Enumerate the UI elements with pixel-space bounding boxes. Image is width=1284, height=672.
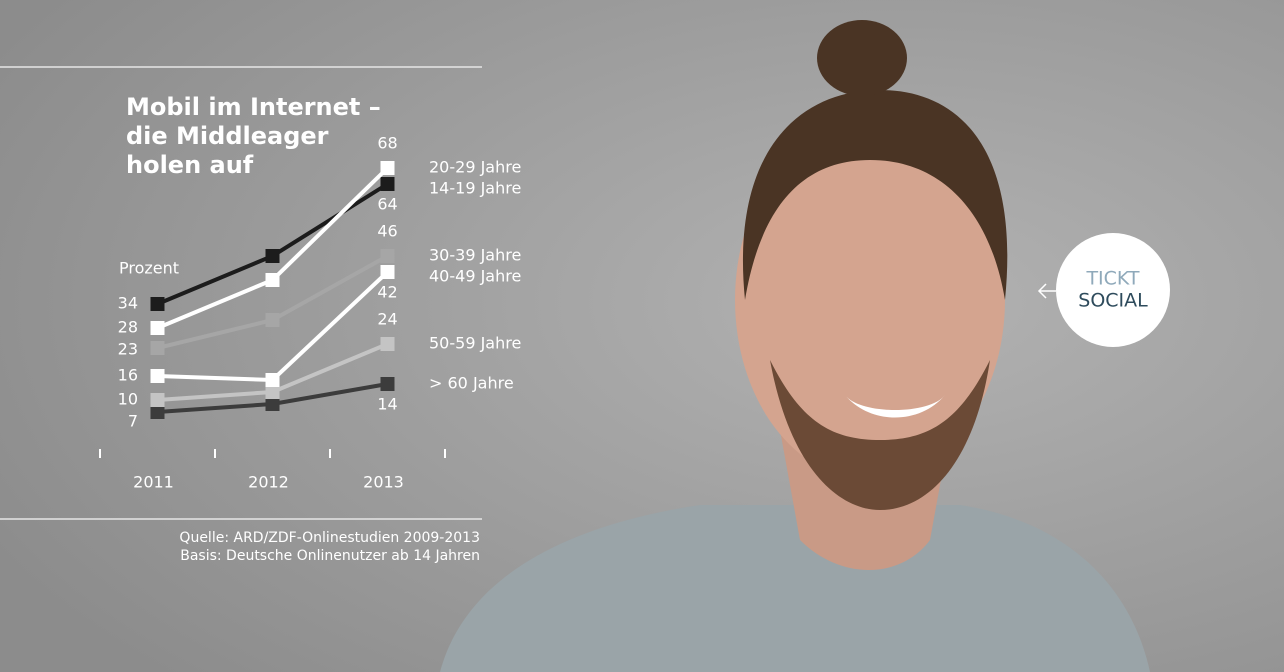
value-label: 23	[118, 340, 138, 359]
point-marker	[380, 249, 395, 263]
title-line: holen auf	[126, 151, 254, 179]
point-marker	[265, 385, 280, 399]
chart-title: Mobil im Internet – die Middleager holen…	[126, 93, 381, 179]
value-label: 42	[377, 283, 397, 302]
point-marker	[380, 161, 395, 175]
value-label: 64	[377, 195, 397, 214]
x-tick-label: 2011	[133, 473, 174, 492]
badge-text: SOCIAL	[1078, 290, 1148, 312]
legend-label: 30-39 Jahre	[429, 246, 521, 265]
badge: TICKT SOCIAL	[1037, 233, 1170, 347]
legend-label: > 60 Jahre	[429, 374, 514, 393]
value-label: 14	[377, 395, 397, 414]
source-note: Basis: Deutsche Onlinenutzer ab 14 Jahre…	[180, 548, 480, 564]
legend-label: 20-29 Jahre	[429, 158, 521, 177]
value-label: 28	[118, 318, 138, 337]
x-tick-label: 2012	[248, 473, 289, 492]
legend-label: 40-49 Jahre	[429, 267, 521, 286]
y-axis-label: Prozent	[119, 259, 179, 278]
value-label: 7	[128, 412, 138, 431]
legend-label: 14-19 Jahre	[429, 179, 521, 198]
point-marker	[380, 265, 395, 279]
point-marker	[265, 397, 280, 411]
point-marker	[150, 369, 165, 383]
point-marker	[265, 249, 280, 263]
badge-arrow	[1037, 283, 1047, 299]
point-marker	[265, 313, 280, 327]
value-label: 68	[377, 134, 397, 153]
point-marker	[380, 377, 395, 391]
photo-person	[440, 20, 1150, 672]
point-marker	[150, 405, 165, 419]
value-label: 34	[118, 294, 138, 313]
badge-circle	[1056, 233, 1170, 347]
badge-text: TICKT	[1085, 268, 1139, 290]
value-label: 16	[118, 366, 138, 385]
point-marker	[150, 393, 165, 407]
point-marker	[150, 341, 165, 355]
value-label: 46	[377, 222, 397, 241]
point-marker	[380, 337, 395, 351]
x-tick-label: 2013	[363, 473, 404, 492]
point-marker	[150, 297, 165, 311]
point-marker	[380, 177, 395, 191]
point-marker	[265, 273, 280, 287]
source-note: Quelle: ARD/ZDF-Onlinestudien 2009-2013	[179, 530, 480, 546]
title-line: Mobil im Internet –	[126, 93, 381, 121]
title-line: die Middleager	[126, 122, 329, 150]
value-label: 24	[377, 310, 397, 329]
legend-label: 50-59 Jahre	[429, 334, 521, 353]
point-marker	[150, 321, 165, 335]
value-label: 10	[118, 390, 138, 409]
point-marker	[265, 373, 280, 387]
